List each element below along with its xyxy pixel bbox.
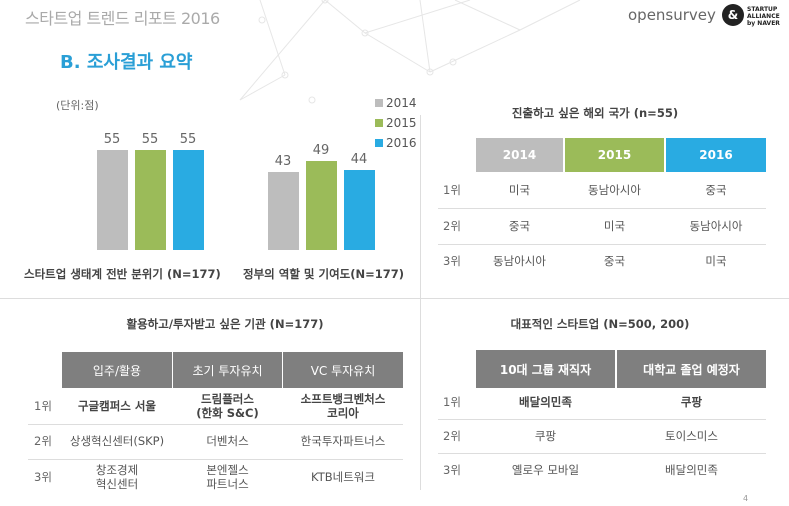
bar-value-label: 49	[312, 142, 330, 158]
table-cell: 중국	[705, 183, 727, 197]
bar-2015-0	[135, 150, 166, 250]
vertical-divider	[420, 115, 421, 490]
column-header: VC 투자유치	[283, 352, 403, 388]
chart-unit-label: (단위:점)	[56, 99, 99, 112]
legend-2016: 2016	[375, 136, 417, 150]
table-cell: 배달의민족	[665, 463, 718, 477]
table-cell: 쿠팡	[534, 429, 557, 443]
column-header: 2014	[476, 138, 563, 172]
startup-alliance-text: STARTUP ALLIANCE by NAVER	[747, 6, 780, 27]
rank-label: 3위	[443, 254, 461, 268]
table-cell: 쿠팡	[680, 395, 703, 409]
bar-2015-1	[306, 160, 337, 250]
table-cell: 구글캠퍼스 서울	[77, 399, 157, 413]
column-header: 2015	[565, 138, 664, 172]
bar-2016-0	[173, 150, 204, 250]
rank-label: 3위	[34, 470, 52, 484]
startups-title: 대표적인 스타트업 (N=500, 200)	[510, 317, 690, 331]
row-divider	[28, 423, 403, 425]
table-cell: 토이스미스	[665, 429, 718, 443]
table-cell: 옐로우 모바일	[511, 463, 580, 477]
table-cell: 창조경제 혁신센터	[95, 463, 139, 491]
institutions-title: 활용하고/투자받고 싶은 기관 (N=177)	[126, 317, 324, 331]
row-divider	[28, 459, 403, 460]
row-divider	[438, 419, 766, 420]
column-header: 10대 그룹 재직자	[476, 350, 615, 388]
table-cell: KTB네트워크	[311, 470, 375, 484]
rank-label: 2위	[34, 434, 52, 448]
table-cell: 동남아시아	[588, 183, 641, 197]
rank-label: 2위	[443, 219, 461, 233]
bar-2014-0	[97, 150, 128, 250]
table-cell: 본엔젤스 파트너스	[206, 463, 249, 491]
column-header: 2016	[666, 138, 766, 172]
category-label-ecosystem: 스타트업 생태계 전반 분위기 (N=177)	[24, 267, 221, 281]
startup-alliance-logo: &	[722, 4, 744, 26]
rank-label: 1위	[443, 395, 461, 409]
rank-label: 2위	[443, 429, 461, 443]
table-cell: 동남아시아	[493, 254, 546, 268]
table-cell: 중국	[603, 254, 626, 268]
table-cell: 중국	[508, 219, 531, 233]
chart-legend: 2014 2015 2016	[375, 96, 417, 150]
rank-label: 1위	[443, 183, 461, 197]
section-heading: B. 조사결과 요약	[60, 52, 193, 73]
opensurvey-logo: opensurvey	[628, 6, 716, 24]
table-cell: 미국	[705, 254, 727, 268]
legend-2014: 2014	[375, 96, 417, 110]
rank-label: 3위	[443, 463, 461, 477]
table-cell: 더벤처스	[206, 434, 249, 448]
table-cell: 배달의민족	[519, 395, 572, 409]
row-divider	[438, 208, 766, 209]
row-divider	[438, 453, 766, 454]
table-cell: 동남아시아	[689, 219, 743, 233]
column-header: 입주/활용	[62, 352, 172, 388]
bar-value-label: 55	[179, 132, 197, 147]
bar-value-label: 43	[274, 153, 292, 169]
table-cell: 미국	[508, 183, 531, 197]
row-divider	[438, 243, 766, 245]
table-cell: 드림플러스 (한화 S&C)	[196, 392, 259, 420]
page-number: 4	[743, 494, 749, 503]
bar-value-label: 55	[103, 132, 121, 147]
horizontal-divider	[0, 298, 789, 299]
legend-2015: 2015	[375, 116, 417, 130]
column-header: 초기 투자유치	[173, 352, 282, 388]
table-cell: 미국	[603, 219, 626, 233]
table-cell: 한국투자파트너스	[300, 434, 386, 448]
bar-2016-1	[344, 170, 375, 250]
table-cell: 소프트뱅크벤처스 코리아	[300, 392, 386, 420]
column-header: 대학교 졸업 예정자	[617, 350, 766, 388]
report-title: 스타트업 트렌드 리포트 2016	[25, 9, 220, 28]
bar-value-label: 44	[350, 152, 368, 167]
countries-title: 진출하고 싶은 해외 국가 (n=55)	[511, 106, 679, 120]
bar-value-label: 55	[141, 132, 159, 147]
category-label-government: 정부의 역할 및 기여도(N=177)	[243, 267, 405, 281]
bar-2014-1	[268, 171, 299, 250]
rank-label: 1위	[34, 399, 52, 413]
table-cell: 상생혁신센터(SKP)	[69, 434, 165, 448]
